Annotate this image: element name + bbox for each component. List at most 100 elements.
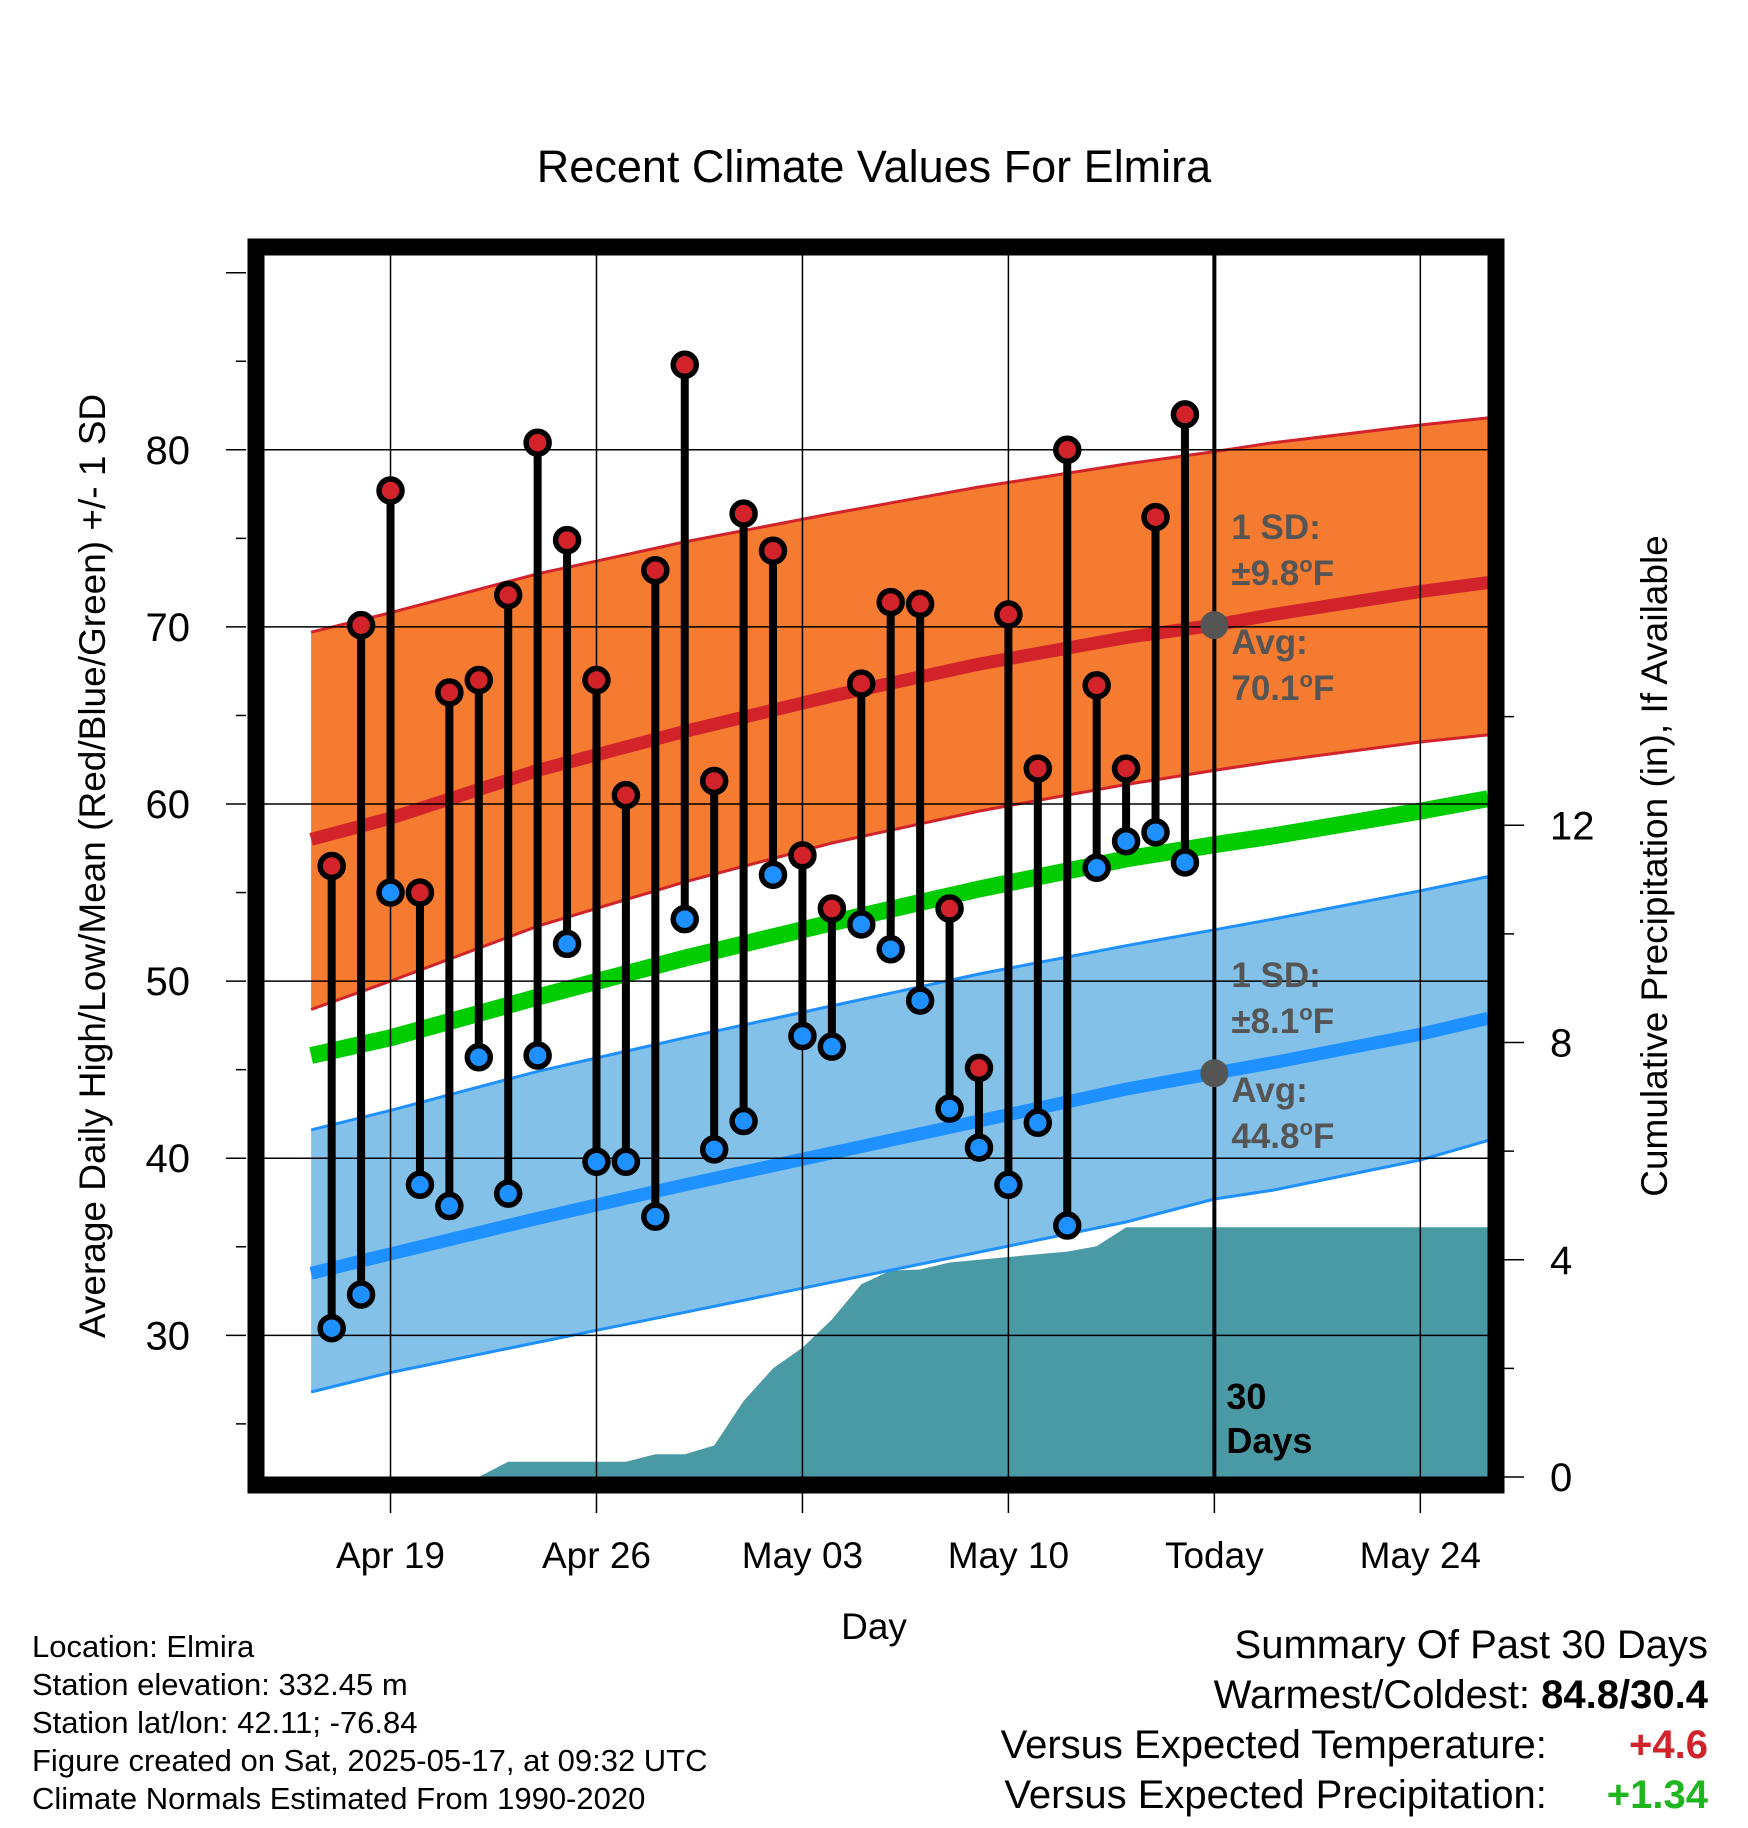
daily-high-marker: [1111, 754, 1141, 783]
daily-high-marker: [464, 665, 494, 695]
daily-high-marker: [729, 499, 758, 528]
daily-low-marker: [405, 1170, 435, 1200]
daily-low-marker: [847, 910, 876, 939]
daily-high-marker: [699, 766, 729, 796]
y-tick-label: 60: [146, 783, 191, 827]
created-text: Figure created on Sat, 2025-05-17, at 09…: [32, 1743, 708, 1778]
x-tick-label: Apr 19: [336, 1535, 445, 1576]
summary-temp: Versus Expected Temperature: +4.6: [1001, 1720, 1708, 1770]
precip-area: [478, 1227, 1488, 1477]
y2-axis-label: Cumulative Precipitation (in), If Availa…: [1634, 535, 1675, 1197]
x-axis-label: Day: [841, 1606, 907, 1647]
low-upper-line: [310, 875, 1489, 1132]
low-lower-line: [310, 1139, 1489, 1394]
high-average-line: [309, 576, 1489, 846]
daily-high-marker: [1170, 400, 1200, 429]
summary-title: Summary Of Past 30 Days: [1234, 1623, 1708, 1667]
daily-low-marker: [876, 934, 905, 964]
y2-tick-label: 4: [1550, 1239, 1572, 1283]
precip-label: Versus Expected Precipitation:: [1004, 1773, 1547, 1817]
x-tick-label: Apr 26: [542, 1535, 651, 1576]
location-text: Location: Elmira: [32, 1629, 255, 1664]
elevation-text: Station elevation: 332.45 m: [32, 1667, 408, 1702]
chart-title: Recent Climate Values For Elmira: [537, 141, 1212, 192]
daily-low-marker: [670, 904, 699, 934]
summary-panel: Summary Of Past 30 Days Warmest/Coldest:…: [1001, 1620, 1708, 1820]
daily-low-marker: [1053, 1211, 1082, 1240]
mean-normal-line: [309, 790, 1490, 1064]
daily-high-marker: [523, 428, 552, 457]
daily-high-marker: [317, 851, 346, 881]
daily-low-marker: [376, 878, 405, 907]
today-marker: 1 SD: ±9.8oF Avg: 70.1oF 1 SD: ±8.1oF Avg: 44.8…: [1200, 255, 1334, 1477]
daily-low-marker: [346, 1280, 376, 1309]
daily-low-marker: [523, 1041, 552, 1070]
low-avg-value: 44.8oF: [1231, 1115, 1334, 1156]
high-sd-value: ±9.8oF: [1231, 552, 1334, 593]
today-high-avg-dot: [1200, 611, 1229, 640]
warm-cold-label: Warmest/Coldest:: [1213, 1673, 1531, 1717]
daily-low-marker: [464, 1043, 494, 1072]
daily-high-marker: [788, 841, 817, 870]
summary-precip: Versus Expected Precipitation: +1.34: [1001, 1770, 1708, 1820]
daily-low-marker: [317, 1313, 346, 1343]
daily-high-marker: [905, 589, 935, 619]
daily-low-marker: [493, 1179, 523, 1208]
x-tick-label: May 10: [948, 1535, 1069, 1576]
days-label-number: 30: [1226, 1376, 1266, 1417]
daily-low-marker: [994, 1170, 1023, 1200]
y2-tick-label: 12: [1550, 804, 1595, 848]
days-label-text: Days: [1226, 1420, 1312, 1461]
daily-low-marker: [611, 1147, 641, 1177]
summary-warm-cold: Warmest/Coldest: 84.8/30.4: [1001, 1670, 1708, 1720]
high-sd-band: [311, 417, 1489, 1010]
low-avg-label: Avg:: [1231, 1071, 1307, 1110]
daily-high-marker: [641, 555, 670, 585]
y2-tick-label: 0: [1550, 1456, 1572, 1500]
y-tick-label: 80: [146, 429, 191, 473]
daily-high-marker: [1141, 502, 1170, 532]
today-low-avg-dot: [1200, 1059, 1229, 1088]
daily-highs-lows: [317, 350, 1200, 1343]
daily-high-marker: [435, 678, 464, 707]
daily-high-marker: [1023, 754, 1053, 783]
daily-low-marker: [935, 1094, 964, 1123]
precip-value: +1.34: [1606, 1773, 1708, 1817]
daily-low-marker: [552, 929, 582, 959]
axes: 30 40 50 60 70 80 0 4 8 12 Apr 19 Apr 26 May 03 May 1…: [146, 271, 1595, 1576]
temp-label: Versus Expected Temperature:: [1000, 1723, 1547, 1767]
daily-low-marker: [729, 1106, 758, 1136]
daily-high-marker: [493, 580, 523, 610]
daily-low-marker: [758, 860, 788, 890]
daily-high-marker: [964, 1053, 994, 1083]
high-avg-label: Avg:: [1231, 623, 1307, 662]
high-avg-value: 70.1oF: [1231, 667, 1334, 708]
daily-low-marker: [905, 986, 935, 1015]
y2-tick-label: 8: [1550, 1022, 1572, 1066]
warm-cold-value: 84.8/30.4: [1541, 1673, 1708, 1717]
daily-high-marker: [1082, 671, 1111, 700]
x-tick-label: Today: [1165, 1535, 1264, 1576]
high-upper-line: [310, 416, 1489, 634]
daily-low-marker: [582, 1147, 611, 1177]
daily-low-marker: [788, 1021, 817, 1051]
normals-text: Climate Normals Estimated From 1990-2020: [32, 1781, 646, 1816]
daily-high-marker: [817, 894, 847, 923]
daily-low-marker: [435, 1191, 464, 1221]
daily-high-marker: [1053, 435, 1082, 465]
y-tick-label: 70: [146, 606, 191, 650]
daily-high-marker: [758, 536, 788, 566]
daily-high-marker: [847, 669, 876, 698]
low-sd-label: 1 SD:: [1231, 956, 1320, 995]
daily-low-marker: [1082, 853, 1111, 883]
daily-low-marker: [817, 1032, 847, 1061]
daily-high-marker: [994, 600, 1023, 629]
daily-low-marker: [699, 1135, 729, 1164]
low-sd-value: ±8.1oF: [1231, 1000, 1334, 1041]
daily-low-marker: [1141, 818, 1170, 847]
daily-high-marker: [876, 587, 905, 617]
daily-high-marker: [376, 476, 405, 505]
daily-high-marker: [611, 780, 641, 810]
y-tick-label: 50: [146, 960, 191, 1004]
